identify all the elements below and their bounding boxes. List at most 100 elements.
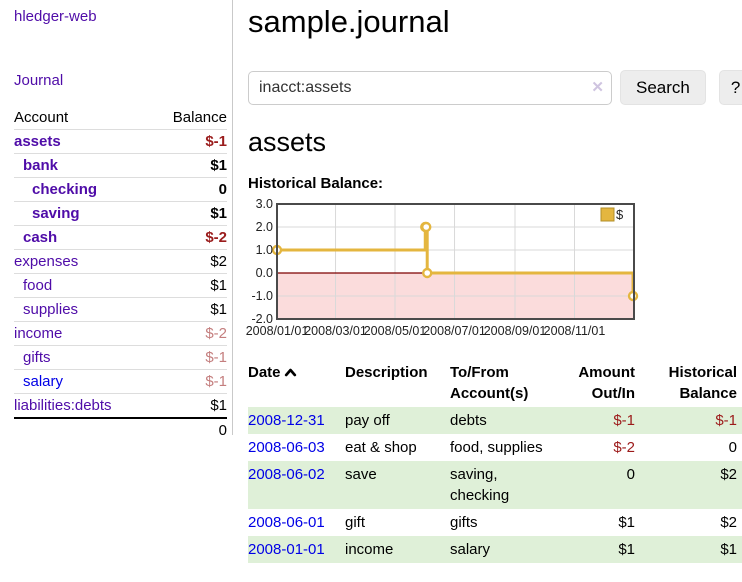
transaction-balance: $-1 xyxy=(715,412,737,429)
account-row: saving $1 xyxy=(14,201,227,225)
register-body: 2008-12-31 pay off debts $-1 $-1 2008-06-03 ea… xyxy=(248,407,742,563)
account-balance: $2 xyxy=(210,253,227,270)
search-form: ✕ Search ? xyxy=(248,70,742,105)
balance-chart: $3.0 2.0 1.0 0.0 -1.0 -2.02008/01/012008/03/0… xyxy=(246,197,639,338)
svg-text:2008/07/01: 2008/07/01 xyxy=(423,324,486,338)
svg-text:2008/09/01: 2008/09/01 xyxy=(484,324,547,338)
account-balance: $1 xyxy=(210,397,227,414)
account-balance: $1 xyxy=(210,157,227,174)
svg-text:0.0: 0.0 xyxy=(256,266,273,280)
account-balance: $-1 xyxy=(205,133,227,150)
account-row: salary $-1 xyxy=(14,369,227,393)
svg-text:$: $ xyxy=(616,207,624,222)
register-header-row: Date Description To/From Account(s) Amou… xyxy=(248,359,742,407)
sidebar-account-link[interactable]: food xyxy=(23,277,53,294)
account-balance: $-1 xyxy=(205,349,227,366)
page-title: sample.journal xyxy=(248,4,450,39)
main-content: sample.journal ✕ Search ? assets Histori… xyxy=(246,0,742,563)
sidebar-account-link[interactable]: liabilities:debts xyxy=(14,397,112,414)
clear-search-icon[interactable]: ✕ xyxy=(591,78,604,96)
accounts-column-header: To/From Account(s) xyxy=(450,364,529,402)
svg-text:2.0: 2.0 xyxy=(256,220,273,234)
account-balance: $1 xyxy=(210,205,227,222)
transaction-accounts: salary xyxy=(450,541,491,558)
svg-text:2008/03/01: 2008/03/01 xyxy=(304,324,367,338)
transaction-date-link[interactable]: 2008-01-01 xyxy=(248,541,325,558)
transaction-description: gift xyxy=(345,514,366,531)
app-title-link[interactable]: hledger-web xyxy=(14,8,97,25)
account-heading: assets xyxy=(248,127,327,157)
account-row: assets $-1 xyxy=(14,129,227,153)
account-balance: $-2 xyxy=(205,325,227,342)
transaction-row: 2008-12-31 pay off debts $-1 $-1 xyxy=(248,407,742,434)
amount-column-header: Amount Out/In xyxy=(578,364,635,402)
transactions-table: Date Description To/From Account(s) Amou… xyxy=(248,359,742,563)
account-row: cash $-2 xyxy=(14,225,227,249)
transaction-date-link[interactable]: 2008-06-03 xyxy=(248,439,325,456)
sidebar-account-link[interactable]: supplies xyxy=(23,301,79,318)
transaction-amount: $1 xyxy=(618,514,635,531)
transaction-amount: $-2 xyxy=(613,439,635,456)
transaction-amount: 0 xyxy=(626,466,635,483)
sidebar-account-link[interactable]: checking xyxy=(32,181,98,198)
svg-text:-1.0: -1.0 xyxy=(251,289,273,303)
sidebar-item-journal[interactable]: Journal xyxy=(14,72,64,89)
transaction-balance: $1 xyxy=(720,541,737,558)
transaction-date-link[interactable]: 2008-12-31 xyxy=(248,412,325,429)
transaction-balance: $2 xyxy=(720,466,737,483)
account-balance: 0 xyxy=(218,181,227,198)
sidebar-account-link[interactable]: assets xyxy=(14,133,61,150)
sidebar-account-link[interactable]: saving xyxy=(32,205,80,222)
search-button[interactable]: Search xyxy=(620,70,706,105)
account-balance: $1 xyxy=(210,301,227,318)
account-column-header: Account xyxy=(14,109,69,126)
account-row: expenses $2 xyxy=(14,249,227,273)
account-total-row: 0 xyxy=(14,417,227,442)
transaction-amount: $1 xyxy=(618,541,635,558)
transaction-row: 2008-06-02 save saving, checking 0 $2 xyxy=(248,461,742,509)
total-balance: 0 xyxy=(218,422,227,439)
sidebar-account-link[interactable]: salary xyxy=(23,373,64,390)
balance-column-header: Historical Balance xyxy=(668,364,737,402)
sidebar-account-link[interactable]: expenses xyxy=(14,253,79,270)
svg-text:2008/01/01: 2008/01/01 xyxy=(246,324,309,338)
account-balance-table: Account Balance assets $-1 bank $1 checking 0… xyxy=(14,106,227,442)
accounts-body: assets $-1 bank $1 checking 0 saving $1 cash $-2 e… xyxy=(14,129,227,417)
help-button[interactable]: ? xyxy=(718,70,742,105)
transaction-row: 2008-06-01 gift gifts $1 $2 xyxy=(248,509,742,536)
transaction-date-link[interactable]: 2008-06-01 xyxy=(248,514,325,531)
transaction-accounts: gifts xyxy=(450,514,478,531)
balance-column-header: Balance xyxy=(172,109,227,126)
account-row: supplies $1 xyxy=(14,297,227,321)
historical-balance-chart: $3.0 2.0 1.0 0.0 -1.0 -2.0 2008/01/01 2008/03/0… xyxy=(246,197,742,341)
sidebar: hledger-web Journal Account Balance asse… xyxy=(0,0,233,439)
svg-text:2008/05/01: 2008/05/01 xyxy=(364,324,427,338)
account-row: checking 0 xyxy=(14,177,227,201)
description-column-header: Description xyxy=(345,364,428,381)
svg-text:3.0: 3.0 xyxy=(256,197,273,211)
account-balance: $-2 xyxy=(205,229,227,246)
chart-heading: Historical Balance: xyxy=(248,175,384,192)
svg-text:1.0: 1.0 xyxy=(256,243,273,257)
transaction-row: 2008-06-03 eat & shop food, supplies $-2 0 xyxy=(248,434,742,461)
transaction-accounts: debts xyxy=(450,412,487,429)
search-input[interactable] xyxy=(248,70,612,105)
sidebar-account-link[interactable]: cash xyxy=(23,229,58,246)
account-row: bank $1 xyxy=(14,153,227,177)
svg-text:2008/11/01: 2008/11/01 xyxy=(544,324,606,338)
sidebar-account-link[interactable]: income xyxy=(14,325,63,342)
sidebar-account-link[interactable]: bank xyxy=(23,157,59,174)
date-column-header[interactable]: Date xyxy=(248,359,345,407)
transaction-date-link[interactable]: 2008-06-02 xyxy=(248,466,325,483)
transaction-description: save xyxy=(345,466,377,483)
transaction-amount: $-1 xyxy=(613,412,635,429)
account-table-header: Account Balance xyxy=(14,106,227,129)
transaction-accounts: food, supplies xyxy=(450,439,543,456)
account-row: income $-2 xyxy=(14,321,227,345)
account-row: gifts $-1 xyxy=(14,345,227,369)
transaction-row: 2008-01-01 income salary $1 $1 xyxy=(248,536,742,563)
account-balance: $1 xyxy=(210,277,227,294)
sidebar-account-link[interactable]: gifts xyxy=(23,349,51,366)
transaction-accounts: saving, checking xyxy=(450,466,510,504)
transaction-description: pay off xyxy=(345,412,390,429)
